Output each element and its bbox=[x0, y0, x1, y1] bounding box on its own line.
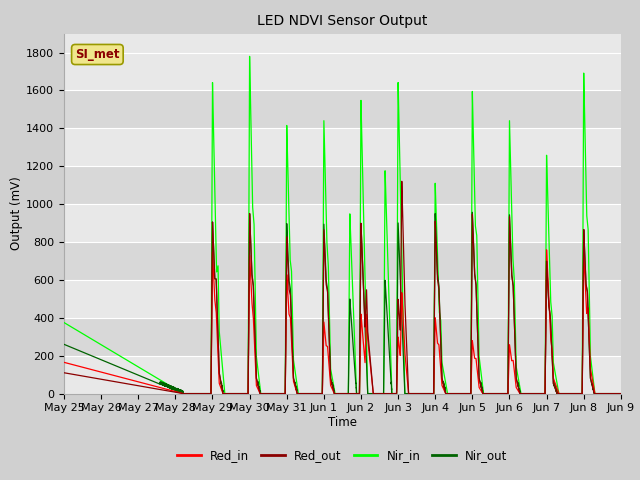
Bar bbox=[64, 318, 621, 356]
Bar bbox=[64, 242, 621, 280]
X-axis label: Time: Time bbox=[328, 416, 357, 429]
Bar bbox=[64, 356, 621, 394]
Bar bbox=[64, 52, 621, 90]
Y-axis label: Output (mV): Output (mV) bbox=[10, 177, 24, 251]
Bar bbox=[64, 280, 621, 318]
Title: LED NDVI Sensor Output: LED NDVI Sensor Output bbox=[257, 14, 428, 28]
Bar bbox=[64, 90, 621, 128]
Legend: Red_in, Red_out, Nir_in, Nir_out: Red_in, Red_out, Nir_in, Nir_out bbox=[172, 444, 513, 467]
Text: SI_met: SI_met bbox=[75, 48, 120, 61]
Bar bbox=[64, 128, 621, 166]
Bar bbox=[64, 166, 621, 204]
Bar bbox=[64, 204, 621, 242]
